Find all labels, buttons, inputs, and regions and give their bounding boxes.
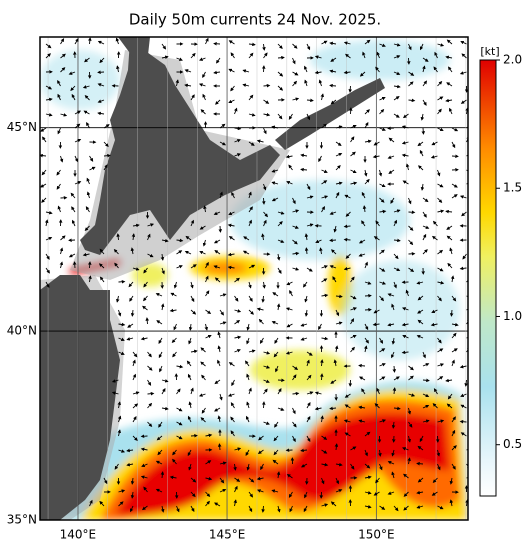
vector [264, 85, 270, 86]
vector [90, 38, 91, 44]
vector [417, 463, 423, 464]
vector [104, 155, 110, 156]
lon-label: 150°E [358, 528, 395, 542]
vector [148, 393, 154, 394]
lat-label: 40°N [7, 324, 37, 338]
vector [322, 374, 323, 380]
lon-label: 140°E [60, 528, 97, 542]
vector [403, 352, 409, 353]
vector [394, 366, 395, 372]
vector [451, 310, 452, 316]
vector [307, 100, 313, 101]
lat-label: 45°N [7, 120, 37, 134]
map-area [40, 37, 472, 520]
vector [330, 85, 336, 86]
vector [219, 444, 220, 450]
colorbar-tick-label: 0.5 [503, 437, 522, 451]
vector [345, 226, 351, 227]
vector [278, 57, 284, 58]
colorbar-unit: [kt] [480, 45, 499, 58]
title: Daily 50m currents 24 Nov. 2025. [129, 11, 381, 29]
lon-label: 145°E [209, 528, 246, 542]
vector [74, 262, 75, 268]
colorbar-tick-label: 1.0 [503, 309, 522, 323]
vector [423, 380, 429, 381]
vector [330, 240, 336, 241]
colorbar-tick-label: 1.5 [503, 181, 522, 195]
vector [301, 169, 307, 170]
vector [147, 318, 148, 324]
vector [359, 365, 365, 366]
vector [263, 296, 264, 302]
colorbar-tick-label: 2.0 [503, 53, 522, 67]
colorbar [480, 60, 496, 496]
vector [345, 239, 351, 240]
lat-label: 35°N [7, 513, 37, 527]
